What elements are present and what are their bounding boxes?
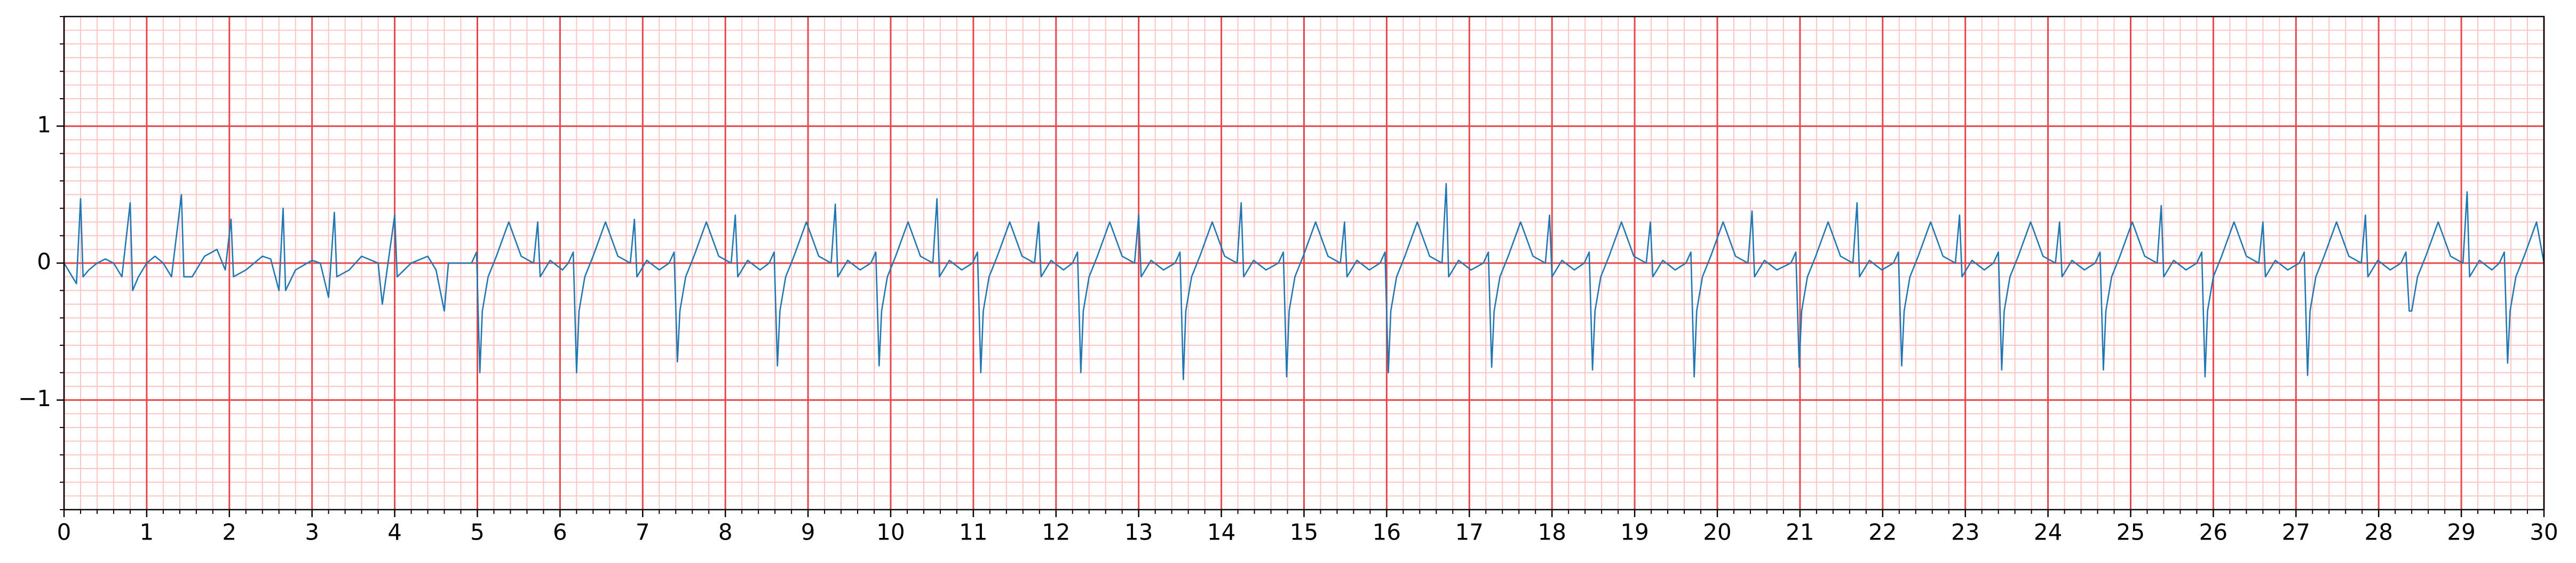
x-tick-label: 3 bbox=[305, 519, 319, 545]
x-tick-label: 23 bbox=[1951, 519, 1979, 545]
x-tick-label: 6 bbox=[553, 519, 567, 545]
x-tick-label: 24 bbox=[2034, 519, 2062, 545]
x-tick-label: 5 bbox=[470, 519, 485, 545]
x-tick-label: 22 bbox=[1868, 519, 1897, 545]
y-tick-label: 0 bbox=[37, 249, 51, 275]
x-tick-label: 29 bbox=[2447, 519, 2475, 545]
x-tick-label: 13 bbox=[1124, 519, 1153, 545]
x-tick-label: 18 bbox=[1537, 519, 1566, 545]
x-tick-label: 27 bbox=[2282, 519, 2310, 545]
x-tick-label: 26 bbox=[2199, 519, 2228, 545]
y-tick-label: 1 bbox=[37, 112, 51, 138]
x-tick-label: 12 bbox=[1042, 519, 1070, 545]
x-tick-label: 19 bbox=[1620, 519, 1648, 545]
x-tick-label: 17 bbox=[1455, 519, 1484, 545]
x-tick-label: 25 bbox=[2117, 519, 2145, 545]
x-tick-label: 2 bbox=[222, 519, 236, 545]
plot-frame bbox=[63, 15, 2545, 511]
x-tick-label: 1 bbox=[140, 519, 154, 545]
x-tick-label: 20 bbox=[1703, 519, 1731, 545]
y-tick-label: −1 bbox=[18, 385, 51, 411]
x-tick-label: 28 bbox=[2364, 519, 2392, 545]
x-tick-label: 11 bbox=[959, 519, 987, 545]
x-tick-label: 16 bbox=[1373, 519, 1401, 545]
x-tick-label: 15 bbox=[1290, 519, 1318, 545]
x-tick-label: 14 bbox=[1207, 519, 1235, 545]
ecg-trace bbox=[63, 183, 2545, 380]
x-tick-label: 4 bbox=[387, 519, 402, 545]
x-tick-label: 0 bbox=[57, 519, 72, 545]
x-tick-label: 30 bbox=[2530, 519, 2558, 545]
x-tick-label: 8 bbox=[718, 519, 733, 545]
x-tick-label: 9 bbox=[801, 519, 815, 545]
x-tick-label: 21 bbox=[1786, 519, 1814, 545]
x-tick-label: 10 bbox=[876, 519, 905, 545]
x-tick-label: 7 bbox=[636, 519, 650, 545]
